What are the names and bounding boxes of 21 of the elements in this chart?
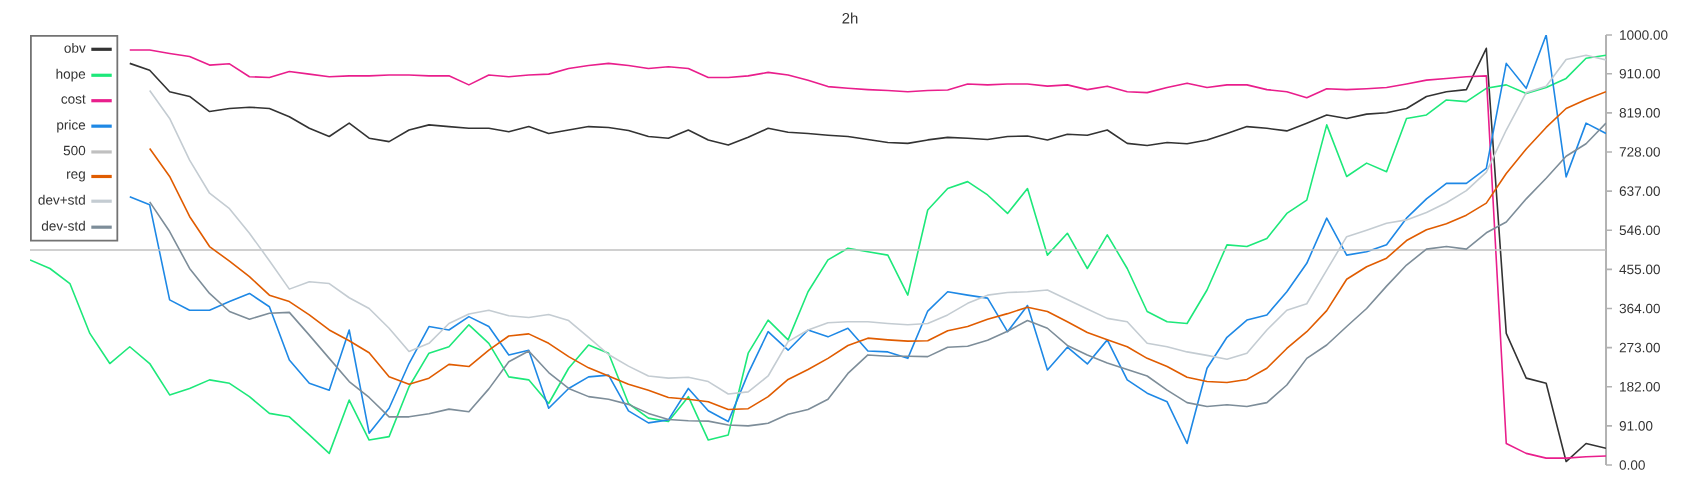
chart-title: 2h [842,12,858,24]
y-tick-label: 819.00 [1619,108,1660,118]
y-tick-label: 546.00 [1619,225,1660,236]
y-tick-label: 637.00 [1619,186,1660,196]
legend-label: price [57,119,86,133]
legend-label: cost [61,94,86,104]
y-tick-label: 91.00 [1619,421,1653,431]
legend-label: dev+std [38,194,85,205]
y-tick-label: 910.00 [1619,68,1660,79]
y-tick-label: 0.00 [1619,460,1645,470]
legend-label: reg [67,171,85,182]
y-tick-label: 182.00 [1620,381,1660,392]
y-tick-label: 1000.00 [1620,30,1668,40]
y-tick-label: 728.00 [1619,147,1660,157]
y-tick-label: 273.00 [1619,342,1660,353]
y-tick-label: 455.00 [1619,264,1660,275]
legend-label: dev-std [41,220,85,231]
y-tick-label: 364.00 [1619,303,1660,314]
legend-label: obv [64,42,86,53]
legend-label: hope [56,68,86,82]
legend-label: 500 [63,145,86,156]
